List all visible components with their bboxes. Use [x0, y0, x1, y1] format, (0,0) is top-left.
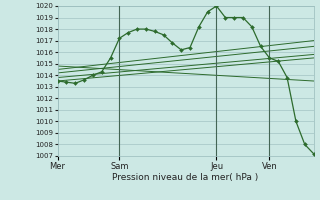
X-axis label: Pression niveau de la mer( hPa ): Pression niveau de la mer( hPa )	[112, 173, 259, 182]
